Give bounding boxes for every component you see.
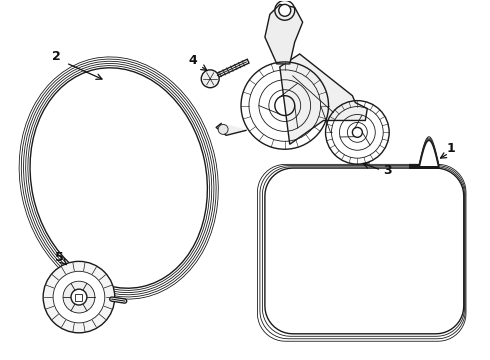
Text: 4: 4 bbox=[189, 54, 197, 67]
Ellipse shape bbox=[31, 69, 206, 287]
Text: 2: 2 bbox=[52, 50, 60, 63]
Polygon shape bbox=[265, 4, 303, 64]
Circle shape bbox=[63, 281, 95, 313]
Circle shape bbox=[218, 125, 228, 134]
Polygon shape bbox=[263, 139, 465, 336]
Circle shape bbox=[201, 70, 219, 88]
Text: 1: 1 bbox=[446, 142, 455, 155]
Polygon shape bbox=[257, 136, 466, 341]
Polygon shape bbox=[216, 123, 246, 135]
Text: 5: 5 bbox=[55, 251, 63, 264]
Text: 3: 3 bbox=[383, 163, 392, 176]
Circle shape bbox=[43, 261, 115, 333]
Circle shape bbox=[53, 271, 105, 323]
Polygon shape bbox=[260, 138, 465, 339]
Circle shape bbox=[279, 4, 291, 16]
Circle shape bbox=[71, 289, 87, 305]
Polygon shape bbox=[280, 54, 368, 144]
